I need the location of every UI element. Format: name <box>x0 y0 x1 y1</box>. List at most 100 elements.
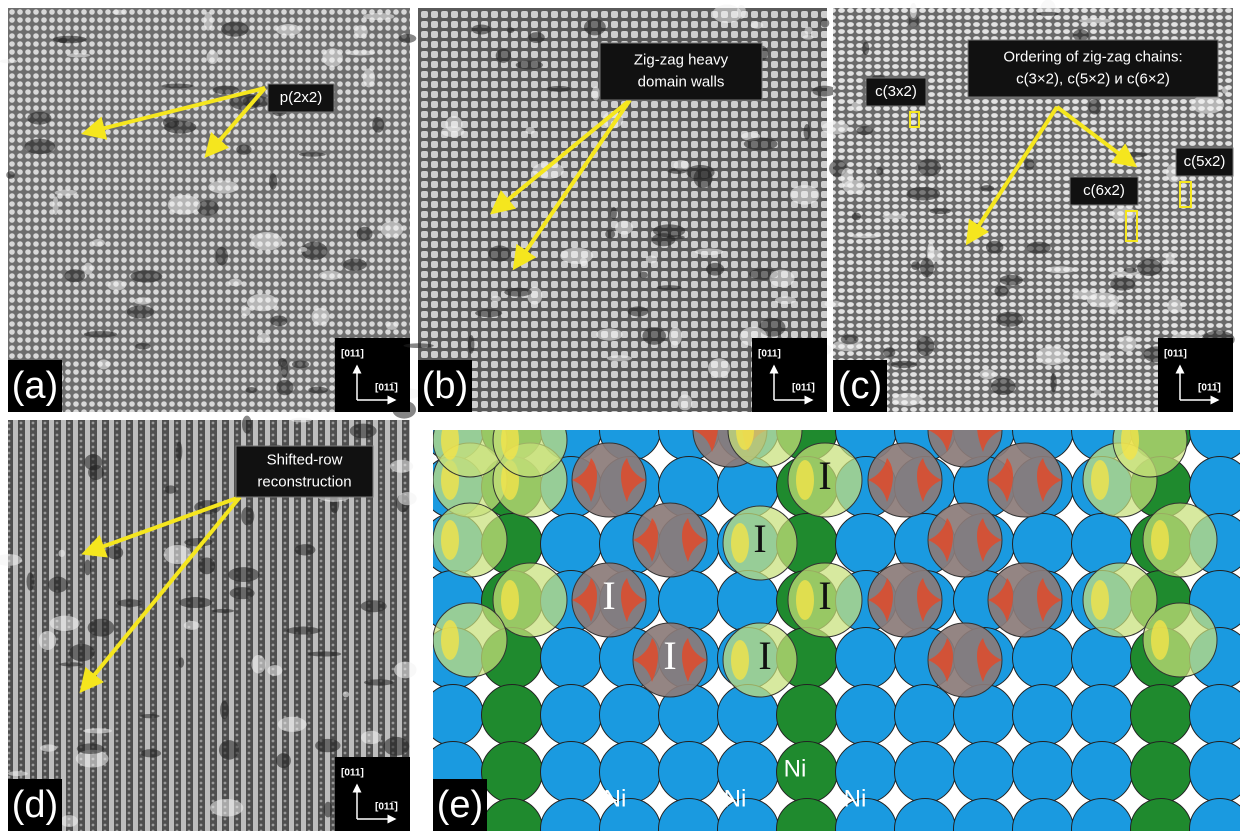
ni-atom <box>659 742 720 803</box>
bright-spot <box>804 27 812 35</box>
site-marker: I <box>818 453 831 498</box>
bright-spot <box>445 116 462 132</box>
defect <box>403 343 433 348</box>
bright-spot <box>386 322 398 330</box>
ni-atom <box>836 628 897 689</box>
bright-spot <box>343 691 350 697</box>
bright-spot <box>83 728 112 733</box>
bright-spot <box>112 10 125 15</box>
defect <box>472 24 491 34</box>
defect <box>292 361 309 369</box>
ni-atom <box>423 685 484 746</box>
defect <box>53 36 87 44</box>
defect <box>1037 12 1059 16</box>
defect <box>176 442 182 462</box>
bright-spot <box>1100 352 1111 360</box>
defect <box>350 424 377 439</box>
defect <box>295 544 316 555</box>
overlap-region <box>1151 620 1169 660</box>
defect <box>876 167 883 175</box>
annotation-text: c(3x2) <box>875 83 917 100</box>
bright-spot <box>207 51 219 65</box>
bright-spot <box>525 127 534 134</box>
defect <box>135 343 150 349</box>
ni-atom <box>954 742 1015 803</box>
axis-label: [011] <box>341 768 364 779</box>
defect <box>852 213 861 221</box>
defect <box>127 305 154 318</box>
ni-atom <box>1131 685 1192 746</box>
bright-spot <box>8 771 28 776</box>
bright-spot <box>841 168 853 187</box>
defect <box>162 84 193 89</box>
bright-spot <box>363 13 394 20</box>
bright-spot <box>979 369 995 379</box>
overlap-region <box>736 410 754 450</box>
defect <box>991 378 1016 395</box>
bright-spot <box>1036 346 1068 365</box>
bright-spot <box>695 248 723 255</box>
panel-label: (c) <box>838 365 882 407</box>
bright-spot <box>607 355 632 361</box>
defect <box>1110 277 1135 290</box>
bright-spot <box>1112 206 1136 221</box>
defect <box>24 139 55 154</box>
bright-spot <box>311 308 329 326</box>
bright-spot <box>53 196 59 215</box>
bright-spot <box>251 655 265 673</box>
defect <box>857 126 873 135</box>
bright-spot <box>646 255 658 263</box>
defect <box>812 86 836 97</box>
defect <box>820 19 829 28</box>
bright-spot <box>92 239 105 247</box>
bright-spot <box>615 221 633 235</box>
bright-spot <box>291 418 312 423</box>
site-marker: I <box>753 516 766 561</box>
ni-atom <box>1072 685 1133 746</box>
bright-spot <box>1222 86 1228 93</box>
defect <box>299 152 326 156</box>
bright-spot <box>1166 252 1175 264</box>
axis-label: [011] <box>758 349 781 360</box>
defect <box>64 269 85 282</box>
atom-label: Ni <box>784 755 807 782</box>
annotation-text: c(5x2) <box>1184 153 1226 170</box>
defect <box>141 749 161 757</box>
site-marker: I <box>818 573 831 618</box>
defect <box>179 597 212 608</box>
defect <box>504 288 532 297</box>
bright-spot <box>1119 336 1136 352</box>
bright-spot <box>1167 299 1182 314</box>
axis-label: [011] <box>341 349 364 360</box>
defect <box>130 270 162 282</box>
panel-label: (b) <box>422 365 468 407</box>
bright-spot <box>592 86 600 100</box>
defect <box>241 507 254 526</box>
bright-spot <box>241 307 251 316</box>
defect <box>107 546 123 559</box>
bright-spot <box>361 731 381 744</box>
defect <box>1088 99 1101 114</box>
bright-spot <box>67 53 91 57</box>
defect <box>84 331 117 337</box>
ni-atom <box>1013 742 1074 803</box>
bright-spot <box>0 59 17 63</box>
bright-spot <box>822 121 849 134</box>
ni-atom <box>895 742 956 803</box>
defect <box>911 261 920 270</box>
bright-spot <box>596 328 622 340</box>
atom-label: Ni <box>724 785 747 812</box>
defect <box>364 679 394 685</box>
bright-spot <box>247 294 278 312</box>
defect <box>220 701 229 719</box>
defect <box>343 258 367 270</box>
bright-spot <box>580 258 587 267</box>
bright-spot <box>134 297 152 304</box>
bright-spot <box>381 221 403 237</box>
defect <box>276 380 293 395</box>
defect <box>270 316 287 327</box>
defect <box>219 740 239 760</box>
bright-spot <box>108 280 126 290</box>
defect <box>59 662 83 666</box>
defect <box>286 627 320 635</box>
